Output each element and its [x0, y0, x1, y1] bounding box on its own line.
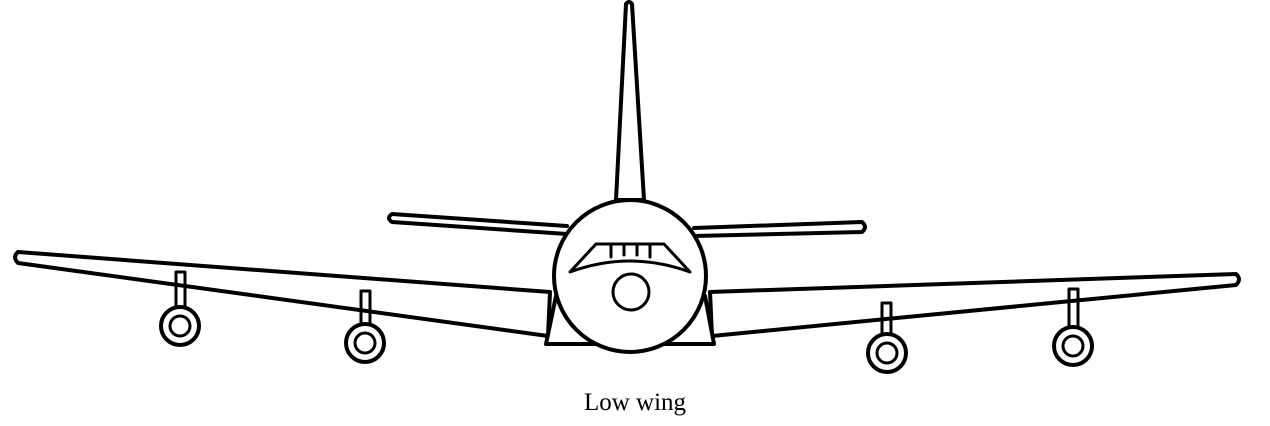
cockpit-windshield	[568, 242, 692, 274]
engine-4	[1052, 325, 1094, 367]
wing-right	[708, 272, 1241, 338]
radome	[611, 272, 651, 312]
horizontal-stabilizer-right	[692, 220, 867, 238]
fuselage-nose	[552, 198, 708, 354]
diagram-caption: Low wing	[583, 389, 687, 416]
engine-3	[866, 332, 908, 374]
vertical-stabilizer	[614, 0, 646, 202]
engine-2	[344, 322, 386, 364]
horizontal-stabilizer-left	[387, 212, 569, 236]
wing-left	[13, 250, 552, 338]
engine-1	[159, 305, 201, 347]
